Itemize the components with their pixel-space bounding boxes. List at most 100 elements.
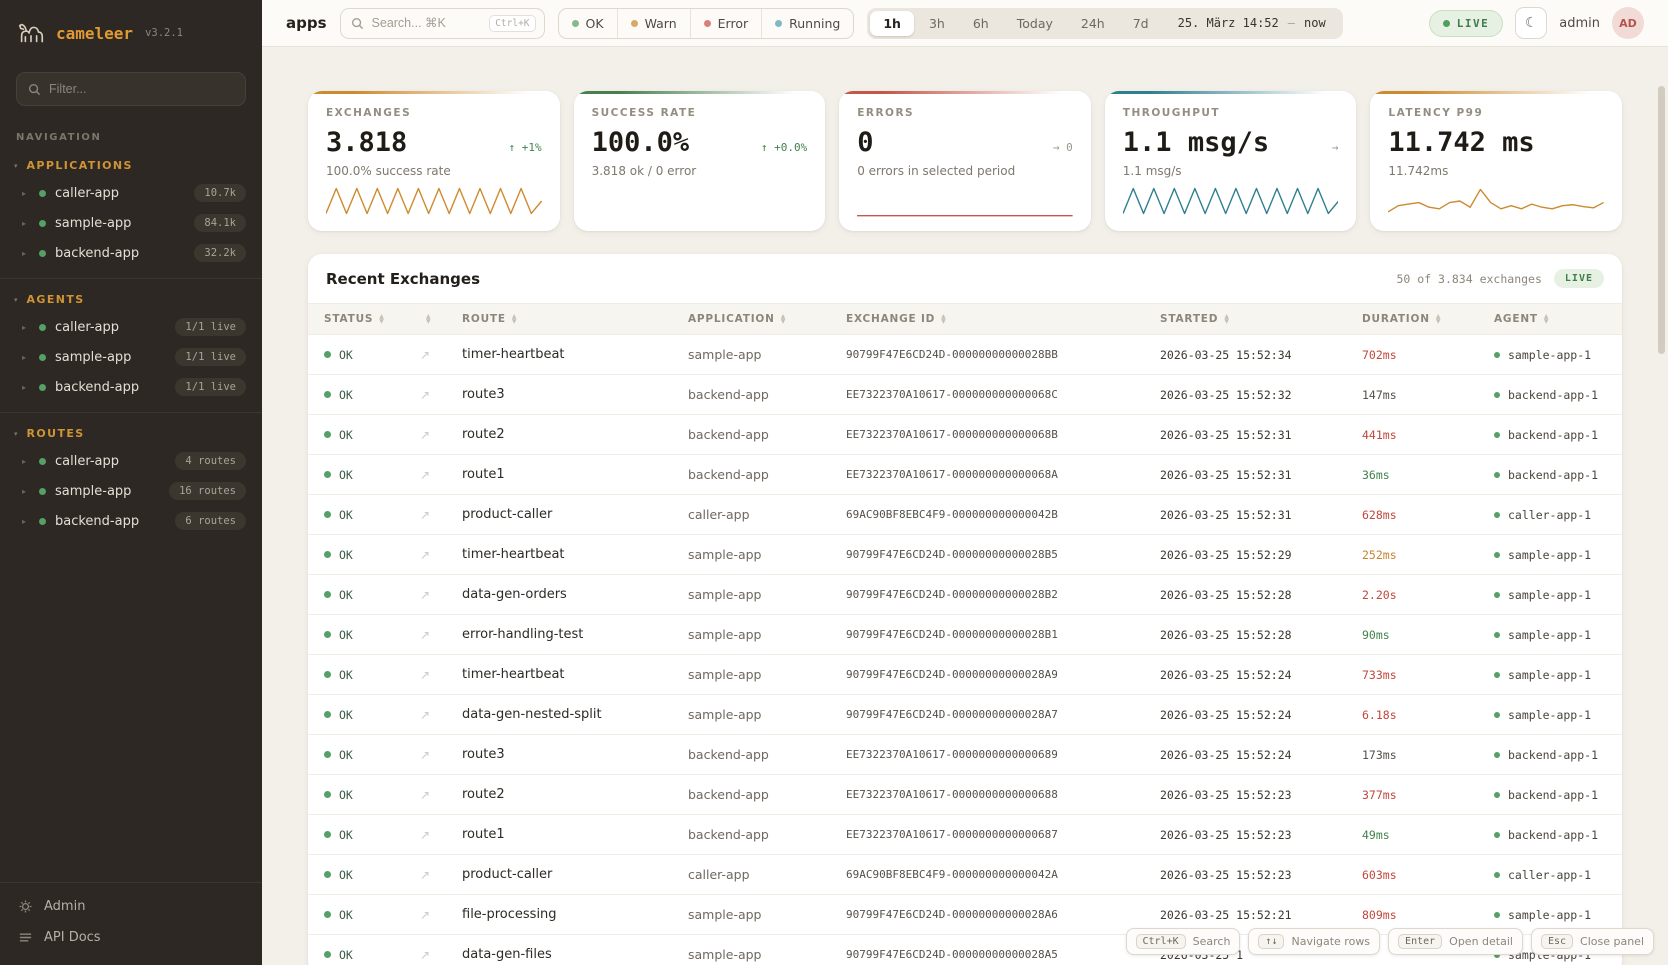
status-cell: OK [324, 948, 420, 962]
sidebar-item[interactable]: ▸ caller-app 1/1 live [0, 312, 262, 342]
open-detail-arrow-icon[interactable]: ↗ [420, 667, 431, 682]
table-row[interactable]: OK ↗ data-gen-nested-split sample-app 90… [308, 695, 1622, 735]
kpi-accent-bar [308, 91, 560, 94]
table-column-header[interactable]: STATUS ▲ ▼ [324, 313, 420, 325]
started-cell: 2026-03-25 15:52:23 [1160, 867, 1292, 882]
sidebar-section-header[interactable]: ▾ ROUTES [0, 425, 262, 446]
open-detail-arrow-icon[interactable]: ↗ [420, 947, 431, 962]
status-filter-chip[interactable]: Warn [616, 8, 690, 38]
status-filter-chip[interactable]: Error [689, 8, 761, 38]
table-row[interactable]: OK ↗ route1 backend-app EE7322370A10617-… [308, 455, 1622, 495]
table-column-header[interactable]: ROUTE ▲ ▼ [462, 313, 688, 325]
sidebar-item[interactable]: ▸ backend-app 6 routes [0, 506, 262, 536]
duration-cell: 733ms [1362, 667, 1397, 682]
sidebar-section-header[interactable]: ▾ AGENTS [0, 291, 262, 312]
open-detail-arrow-icon[interactable]: ↗ [420, 627, 431, 642]
status-filter-chip[interactable]: Running [761, 8, 853, 38]
open-detail-arrow-icon[interactable]: ↗ [420, 747, 431, 762]
sidebar-item-api-docs[interactable]: API Docs [18, 930, 244, 945]
sidebar-item[interactable]: ▸ backend-app 32.2k [0, 238, 262, 268]
scrollbar[interactable] [1658, 86, 1665, 354]
status-label: OK [339, 467, 353, 482]
table-row[interactable]: OK ↗ timer-heartbeat sample-app 90799F47… [308, 655, 1622, 695]
open-detail-arrow-icon[interactable]: ↗ [420, 867, 431, 882]
time-range-button[interactable]: 6h [972, 15, 989, 31]
table-row[interactable]: OK ↗ route1 backend-app EE7322370A10617-… [308, 815, 1622, 855]
time-range-button[interactable]: 3h [928, 15, 945, 31]
agent-label: sample-app-1 [1508, 347, 1592, 362]
table-row[interactable]: OK ↗ product-caller caller-app 69AC90BF8… [308, 495, 1622, 535]
status-filter-chip[interactable]: OK [559, 9, 617, 38]
time-range-button[interactable]: Today [1016, 15, 1053, 31]
sidebar-item[interactable]: ▸ sample-app 84.1k [0, 208, 262, 238]
exchange-id-cell: EE7322370A10617-000000000000068C [846, 388, 1058, 401]
table-body: OK ↗ timer-heartbeat sample-app 90799F47… [308, 335, 1622, 965]
status-cell: OK [324, 588, 420, 602]
table-row[interactable]: OK ↗ route2 backend-app EE7322370A10617-… [308, 775, 1622, 815]
table-row[interactable]: OK ↗ timer-heartbeat sample-app 90799F47… [308, 335, 1622, 375]
table-row[interactable]: OK ↗ product-caller caller-app 69AC90BF8… [308, 855, 1622, 895]
admin-label: Admin [44, 899, 86, 914]
status-cell: OK [324, 748, 420, 762]
agent-status-dot-icon [1494, 911, 1500, 918]
open-detail-arrow-icon[interactable]: ↗ [420, 707, 431, 722]
open-detail-arrow-icon[interactable]: ↗ [420, 467, 431, 482]
agent-cell: sample-app-1 [1494, 588, 1622, 602]
sidebar-section-header[interactable]: ▾ APPLICATIONS [0, 157, 262, 178]
started-cell: 2026-03-25 15:52:24 [1160, 707, 1292, 722]
live-toggle[interactable]: LIVE [1428, 9, 1504, 37]
table-column-header[interactable]: STARTED ▲ ▼ [1160, 313, 1362, 325]
route-cell: route2 [462, 427, 505, 442]
open-detail-arrow-icon[interactable]: ↗ [420, 347, 431, 362]
time-range-button[interactable]: 7d [1132, 15, 1149, 31]
theme-toggle-button[interactable]: ☾ [1515, 7, 1548, 39]
ok-status-dot-icon [324, 831, 331, 838]
status-filter-label: Warn [644, 15, 677, 31]
avatar[interactable]: AD [1612, 7, 1644, 39]
chevron-right-icon: ▸ [22, 188, 27, 198]
open-detail-arrow-icon[interactable]: ↗ [420, 907, 431, 922]
kpi-accent-bar [573, 91, 826, 94]
table-column-header[interactable]: EXCHANGE ID ▲ ▼ [846, 313, 1160, 325]
range-separator: — [1287, 16, 1295, 30]
table-row[interactable]: OK ↗ route2 backend-app EE7322370A10617-… [308, 415, 1622, 455]
open-detail-arrow-icon[interactable]: ↗ [420, 387, 431, 402]
open-detail-arrow-icon[interactable]: ↗ [420, 787, 431, 802]
time-range-button[interactable]: 24h [1080, 15, 1105, 31]
filter-input[interactable] [49, 82, 234, 96]
started-cell: 2026-03-25 15:52:24 [1160, 667, 1292, 682]
open-detail-arrow-icon[interactable]: ↗ [420, 587, 431, 602]
table-column-header[interactable]: DURATION ▲ ▼ [1362, 313, 1494, 325]
shortcut-keys: ↑↓ [1258, 934, 1285, 949]
route-cell: product-caller [462, 507, 553, 522]
kpi-accent-bar [839, 91, 1091, 94]
table-column-header[interactable]: ▲ ▼ [420, 314, 462, 325]
sidebar-item-admin[interactable]: Admin [18, 899, 244, 914]
sidebar-item[interactable]: ▸ sample-app 16 routes [0, 476, 262, 506]
sidebar-item[interactable]: ▸ backend-app 1/1 live [0, 372, 262, 402]
sidebar-item[interactable]: ▸ caller-app 10.7k [0, 178, 262, 208]
sidebar-item[interactable]: ▸ caller-app 4 routes [0, 446, 262, 476]
table-row[interactable]: OK ↗ route3 backend-app EE7322370A10617-… [308, 735, 1622, 775]
table-column-header[interactable]: AGENT ▲ ▼ [1494, 313, 1622, 325]
chevron-right-icon: ▸ [22, 322, 27, 332]
open-detail-arrow-icon[interactable]: ↗ [420, 827, 431, 842]
table-column-header[interactable]: APPLICATION ▲ ▼ [688, 313, 846, 325]
sidebar-section: ▾ ROUTES ▸ caller-app 4 routes ▸ sample-… [0, 412, 262, 546]
table-row[interactable]: OK ↗ timer-heartbeat sample-app 90799F47… [308, 535, 1622, 575]
open-detail-arrow-icon[interactable]: ↗ [420, 427, 431, 442]
route-cell: route3 [462, 387, 505, 402]
search-input[interactable] [371, 16, 482, 30]
open-detail-arrow-icon[interactable]: ↗ [420, 547, 431, 562]
sidebar-item[interactable]: ▸ sample-app 1/1 live [0, 342, 262, 372]
table-row[interactable]: OK ↗ error-handling-test sample-app 9079… [308, 615, 1622, 655]
open-detail-arrow-icon[interactable]: ↗ [420, 507, 431, 522]
time-range-button[interactable]: 1h [870, 10, 914, 36]
chevron-down-icon: ▾ [14, 161, 18, 170]
table-row[interactable]: OK ↗ route3 backend-app EE7322370A10617-… [308, 375, 1622, 415]
sidebar-item-label: backend-app [55, 379, 140, 395]
table-row[interactable]: OK ↗ data-gen-orders sample-app 90799F47… [308, 575, 1622, 615]
agent-status-dot-icon [1494, 391, 1500, 398]
status-cell: OK [324, 628, 420, 642]
table-row[interactable]: OK ↗ file-processing sample-app 90799F47… [308, 895, 1622, 935]
